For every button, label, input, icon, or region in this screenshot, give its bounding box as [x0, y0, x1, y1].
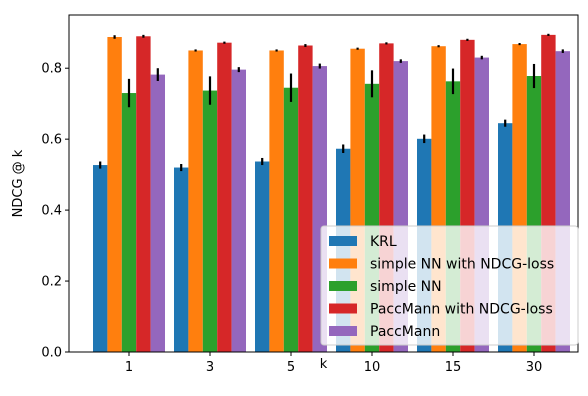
legend: KRL simple NN with NDCG-loss simple NN Pacc… — [320, 225, 579, 346]
bar-simple-nn-with-ndcg-loss-k5 — [269, 50, 284, 352]
x-tick-label: 3 — [206, 360, 214, 375]
bar-krl-k3 — [174, 167, 189, 352]
x-tick-label: 30 — [526, 360, 543, 375]
y-axis-label: NDCG @ k — [11, 149, 26, 217]
x-tick-label: 15 — [445, 360, 462, 375]
legend-label: simple NN with NDCG-loss — [370, 257, 554, 273]
bar-simple-nn-with-ndcg-loss-k1 — [107, 36, 122, 352]
legend-swatch — [329, 326, 357, 336]
bar-simple-nn-k5 — [283, 87, 299, 352]
bar-paccmann-with-ndcg-loss-k5 — [298, 45, 313, 352]
legend-box — [320, 225, 579, 346]
legend-swatch — [329, 281, 357, 291]
bar-simple-nn-with-ndcg-loss-k3 — [188, 50, 203, 352]
y-tick-label: 0.6 — [41, 133, 62, 148]
legend-label: PaccMann — [370, 324, 440, 340]
y-tick-label: 0.2 — [41, 275, 62, 290]
bar-paccmann-k3 — [231, 69, 246, 353]
bar-krl-k1 — [93, 165, 108, 352]
x-axis-label: k — [320, 357, 328, 372]
x-tick-label: 1 — [125, 360, 133, 375]
legend-label: PaccMann with NDCG-loss — [370, 302, 553, 318]
legend-swatch — [329, 258, 357, 269]
y-tick-label: 0.0 — [41, 346, 62, 361]
bar-simple-nn-k3 — [202, 90, 218, 352]
legend-swatch — [329, 236, 357, 246]
legend-swatch — [329, 303, 357, 314]
legend-label: simple NN — [370, 279, 442, 295]
x-tick-label: 5 — [287, 360, 295, 375]
x-tick-label: 10 — [364, 360, 381, 375]
bar-paccmann-k1 — [150, 74, 165, 352]
legend-label: KRL — [370, 234, 397, 250]
bar-paccmann-with-ndcg-loss-k3 — [217, 42, 232, 353]
bar-simple-nn-k1 — [121, 93, 137, 352]
plot-frame — [68, 14, 579, 353]
error-bars-layer — [99, 33, 564, 172]
bar-paccmann-with-ndcg-loss-k1 — [136, 36, 151, 352]
y-tick-label: 0.4 — [41, 204, 62, 219]
bar-krl-k5 — [255, 161, 270, 352]
y-tick-label: 0.8 — [41, 62, 62, 77]
axes: 0.0 0.2 0.4 0.6 0.8 1 3 5 10 15 30 — [41, 14, 579, 375]
